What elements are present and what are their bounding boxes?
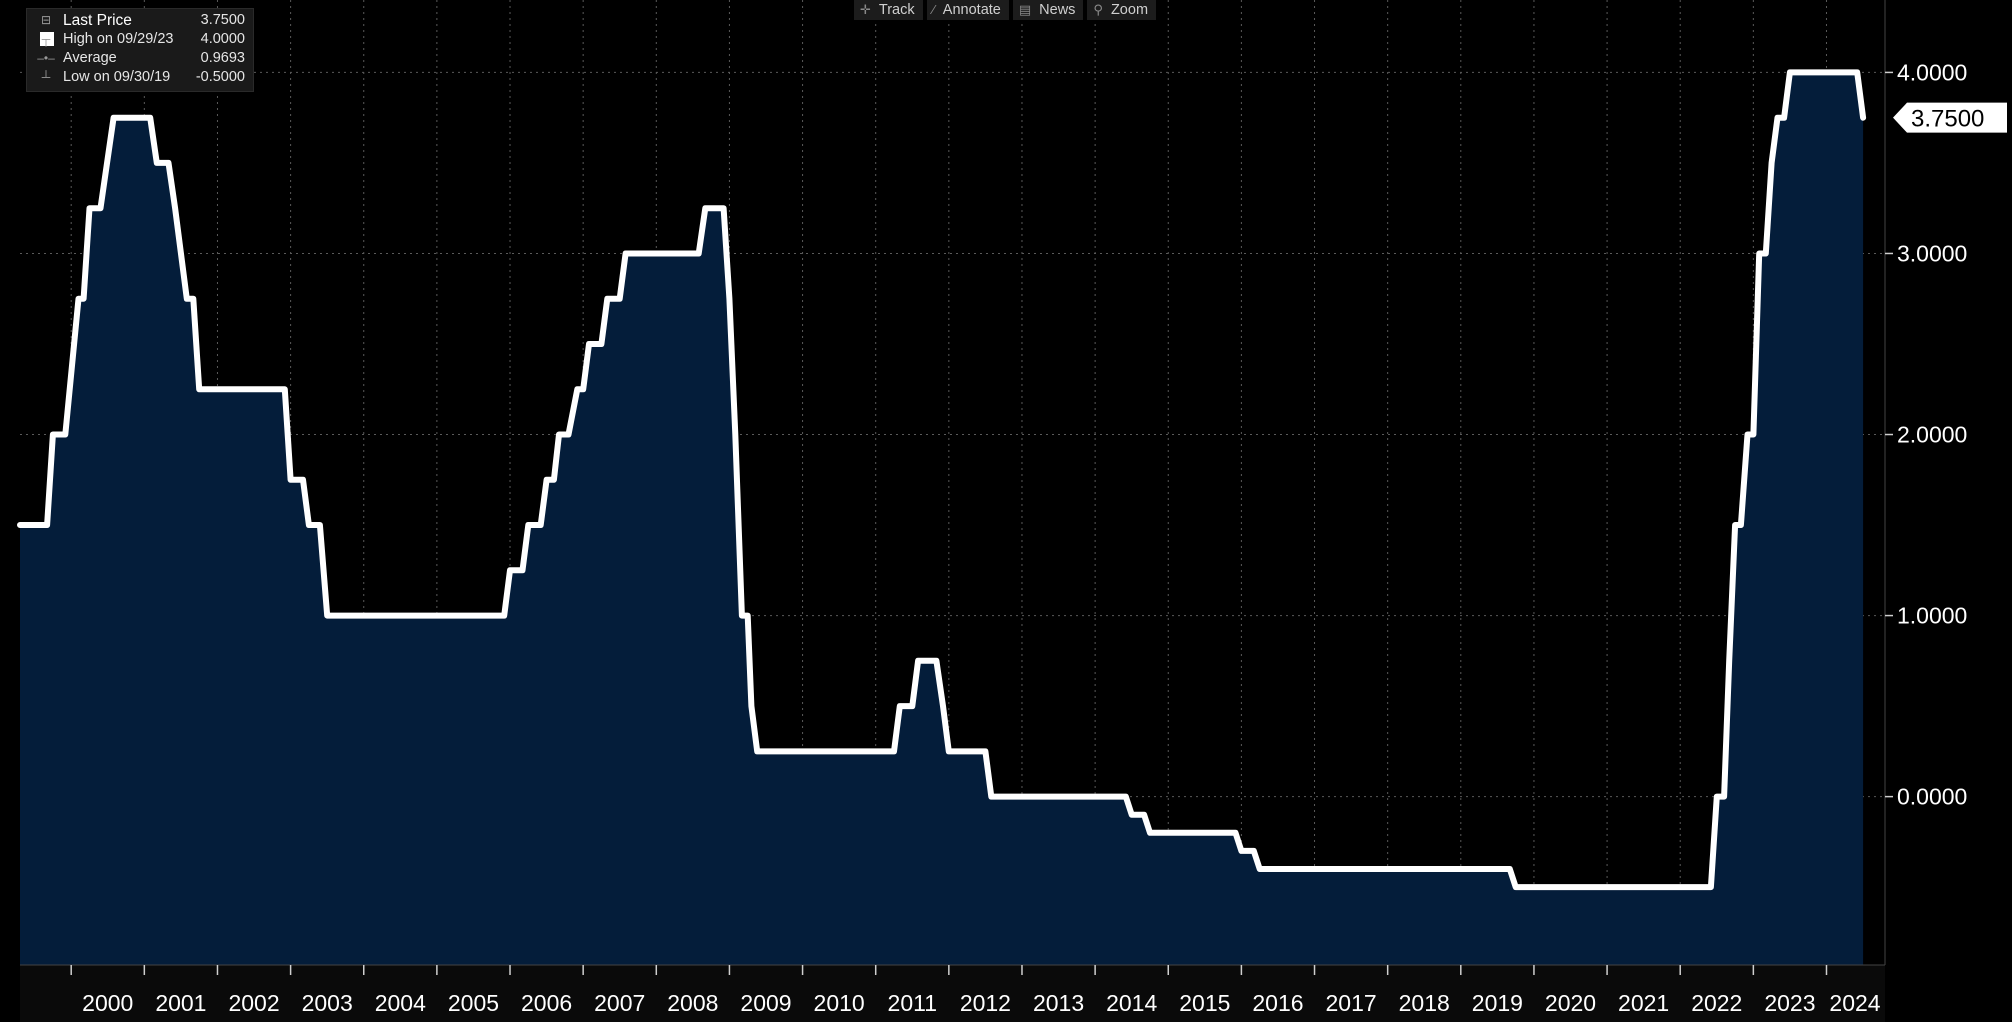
series-line (17, 69, 1867, 891)
legend-item-low[interactable]: ┴ Low on 09/30/19 -0.5000 (33, 68, 247, 87)
magnifier-icon: ⚲ (1093, 2, 1103, 17)
y-tick-label: 3.0000 (1897, 240, 1967, 266)
x-tick-label: 2016 (1252, 990, 1303, 1016)
x-tick-label: 2022 (1691, 990, 1742, 1016)
pencil-icon: ∕ (932, 2, 935, 17)
x-tick-label: 2011 (888, 990, 937, 1016)
x-tick-label: 2005 (448, 990, 499, 1016)
x-tick-label: 2010 (814, 990, 865, 1016)
last-value-badge (1893, 102, 2007, 133)
track-button[interactable]: ✛ Track (854, 0, 923, 20)
x-tick-label: 2013 (1033, 990, 1084, 1016)
annotate-label: Annotate (942, 2, 1001, 18)
y-tick-label: 1.0000 (1897, 603, 1967, 629)
y-tick-label: 2.0000 (1897, 422, 1967, 448)
legend-item-last-price[interactable]: ⊟ Last Price 3.7500 (33, 11, 247, 46)
series-layer (17, 69, 1867, 965)
chart-toolbar: ✛ Track ∕ Annotate ▤ News ⚲ Zoom (854, 0, 1157, 20)
x-tick-label: 2008 (667, 990, 718, 1016)
x-tick-label: 2012 (960, 990, 1011, 1016)
average-marker-icon: –•– (37, 51, 55, 65)
x-tick-label: 2017 (1326, 990, 1377, 1016)
legend: ⊟ Last Price 3.7500 ┬ High on 09/29/23 4… (26, 8, 254, 92)
legend-value: -0.5000 (195, 69, 245, 85)
x-tick-label: 2014 (1106, 990, 1157, 1016)
x-tick-label: 2006 (521, 990, 572, 1016)
y-axis: 4.0000 3.0000 2.0000 1.0000 0.0000 3.7500 (1884, 0, 2007, 965)
legend-value: 4.0000 (200, 31, 245, 47)
legend-value: 0.9693 (200, 50, 245, 66)
x-tick-label: 2004 (375, 990, 426, 1016)
x-tick-label: 2002 (228, 990, 279, 1016)
track-label: Track (878, 2, 915, 18)
x-axis-band (20, 965, 1885, 1022)
x-tick-label: 2015 (1179, 990, 1230, 1016)
news-icon: ▤ (1018, 2, 1032, 17)
high-marker-icon: ┬ (41, 32, 51, 46)
legend-label: Last Price (63, 12, 132, 29)
x-tick-label: 2001 (155, 990, 206, 1016)
news-label: News (1039, 2, 1076, 18)
low-marker-icon: ┴ (41, 70, 51, 84)
x-tick-label: 2020 (1545, 990, 1596, 1016)
y-tick-label: 0.0000 (1897, 784, 1967, 810)
x-axis: 2000 2001 2002 2003 2004 2005 2006 2007 2008 2009… (20, 964, 1885, 1022)
x-tick-label: 2003 (302, 990, 353, 1016)
x-tick-label: 2007 (594, 990, 645, 1016)
x-tick-label: 2021 (1618, 990, 1669, 1016)
y-tick-label: 4.0000 (1897, 59, 1967, 85)
zoom-label: Zoom (1110, 2, 1149, 18)
legend-item-high[interactable]: ┬ High on 09/29/23 4.0000 (33, 30, 247, 49)
legend-label: High on 09/29/23 (63, 31, 174, 47)
series-area (20, 72, 1864, 965)
crosshair-icon: ✛ (860, 2, 871, 17)
x-tick-label: 2024 (1829, 990, 1880, 1016)
x-tick-label: 2009 (740, 990, 791, 1016)
annotate-button[interactable]: ∕ Annotate (926, 0, 1009, 20)
zoom-button[interactable]: ⚲ Zoom (1087, 0, 1157, 20)
x-tick-label: 2018 (1399, 990, 1450, 1016)
x-tick-label: 2023 (1764, 990, 1815, 1016)
legend-label: Average (63, 50, 117, 66)
x-tick-label: 2000 (82, 990, 133, 1016)
legend-label: Low on 09/30/19 (63, 69, 171, 85)
legend-value: 3.7500 (200, 12, 245, 28)
news-button[interactable]: ▤ News (1012, 0, 1084, 20)
square-swatch-icon: ⊟ (33, 11, 59, 46)
last-value-label: 3.7500 (1911, 106, 1984, 133)
legend-item-average[interactable]: –•– Average 0.9693 (33, 49, 247, 68)
x-tick-label: 2019 (1472, 990, 1523, 1016)
